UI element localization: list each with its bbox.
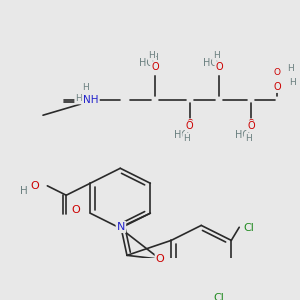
- Text: O: O: [273, 68, 280, 77]
- Text: HO: HO: [174, 130, 189, 140]
- Text: H: H: [20, 186, 28, 196]
- Text: O: O: [248, 119, 255, 128]
- Text: H: H: [148, 51, 155, 60]
- Text: O: O: [186, 121, 194, 131]
- Text: O: O: [31, 181, 39, 191]
- Text: O: O: [216, 65, 223, 74]
- Text: NH: NH: [83, 95, 98, 105]
- Text: O: O: [71, 205, 80, 215]
- Text: HO: HO: [235, 130, 250, 140]
- Text: H: H: [152, 52, 158, 62]
- Text: HO: HO: [139, 58, 154, 68]
- Text: O: O: [156, 254, 164, 264]
- Text: NH: NH: [83, 95, 98, 105]
- Text: O: O: [247, 121, 255, 131]
- Text: Cl: Cl: [244, 223, 255, 233]
- Text: H: H: [245, 134, 251, 143]
- Text: H: H: [287, 64, 294, 74]
- Text: H: H: [183, 134, 190, 143]
- Text: N: N: [117, 222, 125, 232]
- Text: HO: HO: [203, 58, 218, 68]
- Text: O: O: [152, 65, 158, 74]
- Text: H: H: [75, 94, 82, 103]
- Text: H: H: [289, 78, 296, 87]
- Text: O: O: [151, 62, 159, 72]
- Text: O: O: [273, 82, 280, 92]
- Text: O: O: [186, 119, 193, 128]
- Text: Cl: Cl: [214, 292, 224, 300]
- Text: H: H: [213, 51, 220, 60]
- Text: O: O: [215, 62, 223, 72]
- Text: H: H: [82, 83, 89, 92]
